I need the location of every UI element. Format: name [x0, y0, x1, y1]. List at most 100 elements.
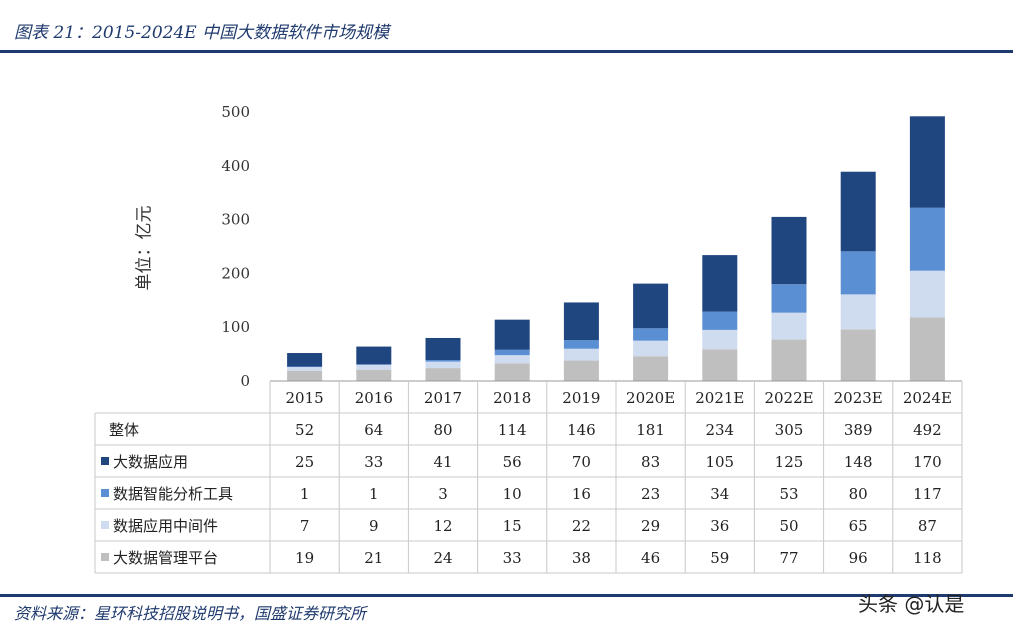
bottom-divider [0, 594, 1013, 597]
bar-segment [909, 270, 945, 318]
y-tick-label: 0 [240, 372, 250, 390]
bar-segment [356, 369, 392, 381]
data-label: 492 [913, 421, 942, 439]
data-label: 21 [364, 549, 383, 567]
data-label: 10 [503, 485, 522, 503]
data-label: 146 [567, 421, 596, 439]
data-label: 64 [364, 421, 383, 439]
data-label: 148 [844, 453, 873, 471]
y-tick-label: 100 [221, 318, 250, 336]
bar-segment [287, 353, 323, 367]
bar-segment [563, 348, 599, 361]
data-label: 83 [641, 453, 660, 471]
chart-title: 图表 21：2015-2024E 中国大数据软件市场规模 [14, 23, 390, 43]
data-label: 9 [369, 517, 379, 535]
legend-swatch [101, 553, 109, 561]
data-label: 117 [913, 485, 942, 503]
data-label: 41 [433, 453, 452, 471]
x-tick-label: 2017 [424, 389, 462, 407]
bar-segment [425, 368, 461, 381]
data-label: 19 [295, 549, 314, 567]
data-label: 80 [433, 421, 452, 439]
bar-segment [425, 337, 461, 361]
bar-segment [771, 284, 807, 313]
data-label: 80 [849, 485, 868, 503]
data-label: 234 [705, 421, 734, 439]
data-label: 12 [433, 517, 452, 535]
table-row-label: 整体 [109, 421, 139, 439]
data-label: 181 [636, 421, 665, 439]
data-label: 87 [918, 517, 937, 535]
bar-segment [702, 329, 738, 350]
y-tick-label: 400 [221, 157, 250, 175]
bar-segment [425, 361, 461, 369]
bar-segment [563, 302, 599, 341]
data-label: 33 [364, 453, 383, 471]
data-label: 56 [503, 453, 522, 471]
x-tick-label: 2015 [286, 389, 324, 407]
data-label: 1 [300, 485, 310, 503]
legend-swatch [101, 457, 109, 465]
watermark: 头条 @认是 [858, 592, 965, 616]
data-label: 33 [503, 549, 522, 567]
data-label: 59 [710, 549, 729, 567]
data-label: 15 [503, 517, 522, 535]
bar-segment [563, 360, 599, 381]
x-tick-label: 2023E [834, 389, 883, 407]
bar-segment [633, 340, 669, 357]
bar-segment [633, 328, 669, 341]
y-tick-label: 200 [221, 264, 250, 282]
bar-segment [909, 116, 945, 208]
bar-segment [909, 207, 945, 271]
bar-segment [840, 251, 876, 295]
bar-segment [425, 360, 461, 362]
bar-segment [771, 339, 807, 381]
bar-segment [840, 294, 876, 330]
data-label: 24 [433, 549, 452, 567]
bar-segment [494, 363, 530, 381]
data-label: 65 [849, 517, 868, 535]
x-tick-label: 2022E [764, 389, 813, 407]
data-label: 29 [641, 517, 660, 535]
bar-segment [633, 283, 669, 329]
bar-segment [702, 349, 738, 381]
bar-segment [494, 355, 530, 364]
bar-segment [356, 364, 392, 370]
data-label: 1 [369, 485, 379, 503]
bar-segment [356, 346, 392, 365]
bar-segment [840, 171, 876, 252]
data-label: 7 [300, 517, 310, 535]
legend-label: 数据智能分析工具 [113, 485, 233, 503]
data-label: 114 [498, 421, 527, 439]
data-label: 3 [438, 485, 448, 503]
data-label: 38 [572, 549, 591, 567]
bar-segment [840, 329, 876, 381]
y-tick-label: 500 [221, 103, 250, 121]
data-label: 125 [775, 453, 804, 471]
data-label: 170 [913, 453, 942, 471]
data-label: 96 [849, 549, 868, 567]
data-label: 52 [295, 421, 314, 439]
bar-segment [771, 312, 807, 340]
bar-segment [356, 364, 392, 365]
data-label: 34 [710, 485, 729, 503]
data-label: 70 [572, 453, 591, 471]
x-tick-label: 2018 [493, 389, 531, 407]
x-tick-label: 2021E [695, 389, 744, 407]
data-label: 305 [775, 421, 804, 439]
legend-label: 大数据应用 [113, 453, 188, 471]
legend-swatch [101, 489, 109, 497]
bar-segment [287, 367, 323, 371]
data-label: 118 [913, 549, 942, 567]
bar-segment [771, 216, 807, 285]
bar-segment [702, 255, 738, 312]
legend-swatch [101, 521, 109, 529]
data-label: 53 [779, 485, 798, 503]
source-note: 资料来源：星环科技招股说明书，国盛证券研究所 [14, 604, 367, 623]
x-tick-label: 2024E [903, 389, 952, 407]
top-divider [0, 50, 1013, 53]
x-tick-label: 2020E [626, 389, 675, 407]
data-label: 105 [705, 453, 734, 471]
data-label: 25 [295, 453, 314, 471]
